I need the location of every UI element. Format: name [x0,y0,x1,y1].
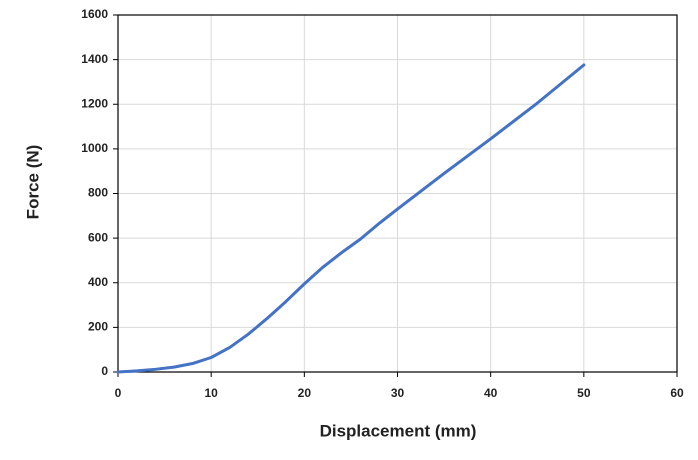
x-tick-label: 30 [391,386,405,400]
x-tick-label: 60 [670,386,684,400]
y-tick-label: 200 [88,320,108,334]
y-tick-label: 1200 [81,96,108,110]
y-tick-label: 800 [88,186,108,200]
x-tick-label: 50 [577,386,591,400]
x-tick-label: 20 [298,386,312,400]
x-tick-label: 0 [115,386,122,400]
y-tick-label: 400 [88,275,108,289]
plot-frame [117,14,678,373]
x-tick-label: 10 [204,386,218,400]
y-tick-label: 1000 [81,141,108,155]
y-axis-title: Force (N) [23,145,42,220]
y-tick-label: 600 [88,230,108,244]
y-tick-label: 1600 [81,7,108,21]
x-tick-label: 40 [484,386,498,400]
y-tick-label: 1400 [81,52,108,66]
x-axis-title: Displacement (mm) [320,421,477,440]
data-line [116,63,586,374]
y-tick-label: 0 [101,364,108,378]
